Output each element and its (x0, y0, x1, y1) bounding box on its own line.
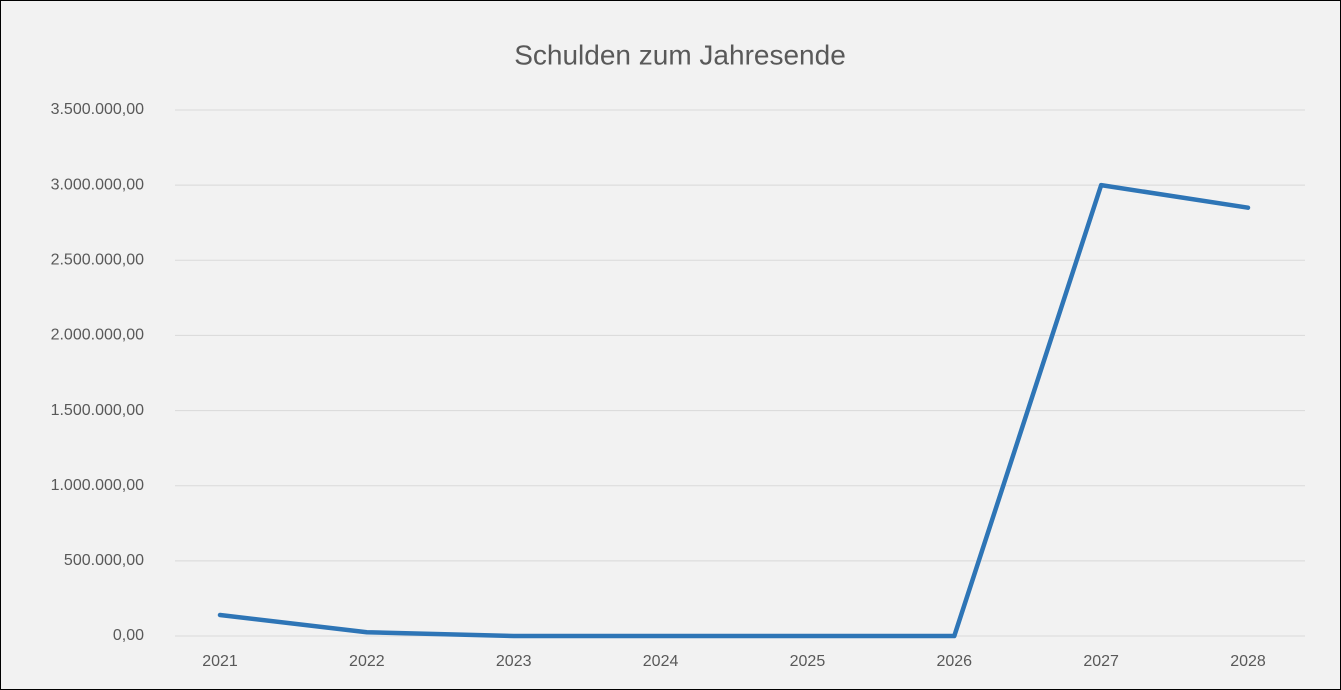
data-line (217, 182, 1251, 639)
y-tick-label: 3.000.000,00 (51, 176, 145, 193)
x-tick-label: 2021 (202, 653, 238, 670)
x-tick-label: 2026 (936, 653, 972, 670)
x-tick-label: 2027 (1083, 653, 1119, 670)
y-tick-label: 3.500.000,00 (51, 101, 145, 118)
x-tick-label: 2022 (349, 653, 385, 670)
x-tick-label: 2023 (496, 653, 532, 670)
x-tick-label: 2028 (1230, 653, 1266, 670)
y-tick-label: 500.000,00 (64, 552, 144, 569)
chart-title: Schulden zum Jahresende (514, 39, 846, 70)
y-tick-label: 2.500.000,00 (51, 252, 145, 269)
x-tick-label: 2024 (643, 653, 679, 670)
y-tick-label: 2.000.000,00 (51, 327, 145, 344)
y-tick-label: 0,00 (113, 627, 144, 644)
y-tick-label: 1.000.000,00 (51, 477, 145, 494)
x-tick-label: 2025 (790, 653, 826, 670)
y-tick-label: 1.500.000,00 (51, 402, 145, 419)
